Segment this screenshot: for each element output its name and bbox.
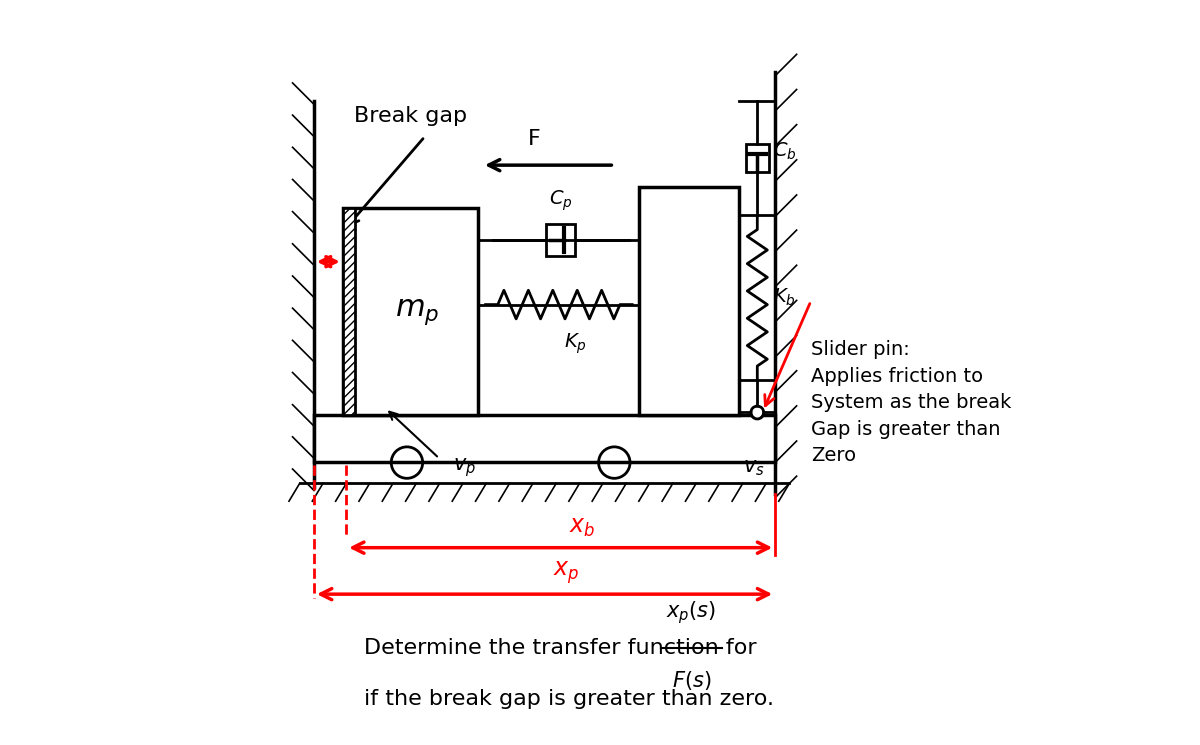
Bar <box>343 208 355 416</box>
Text: F: F <box>528 130 540 150</box>
Circle shape <box>754 408 762 417</box>
Text: $x_p(s)$: $x_p(s)$ <box>666 600 716 627</box>
Text: $K_b$: $K_b$ <box>773 287 796 308</box>
Text: $v_p$: $v_p$ <box>454 456 476 479</box>
Bar <box>546 224 575 256</box>
Text: $v_s$: $v_s$ <box>743 458 764 478</box>
Text: $C_p$: $C_p$ <box>548 188 572 213</box>
Text: $x_b$: $x_b$ <box>569 515 595 539</box>
Text: Break gap: Break gap <box>354 106 467 126</box>
Text: $x_p$: $x_p$ <box>553 559 580 586</box>
Text: if the break gap is greater than zero.: if the break gap is greater than zero. <box>364 689 774 709</box>
Text: Determine the transfer function for: Determine the transfer function for <box>364 638 763 658</box>
Bar <box>640 186 739 416</box>
Text: Slider pin:
Applies friction to
System as the break
Gap is greater than
Zero: Slider pin: Applies friction to System a… <box>811 340 1012 466</box>
Text: $K_p$: $K_p$ <box>564 332 587 356</box>
Bar <box>314 416 775 462</box>
Bar <box>343 208 479 416</box>
Bar <box>746 144 769 172</box>
Text: $F(s)$: $F(s)$ <box>672 669 712 692</box>
Text: $m_p$: $m_p$ <box>395 297 439 326</box>
Text: $C_b$: $C_b$ <box>773 140 797 162</box>
